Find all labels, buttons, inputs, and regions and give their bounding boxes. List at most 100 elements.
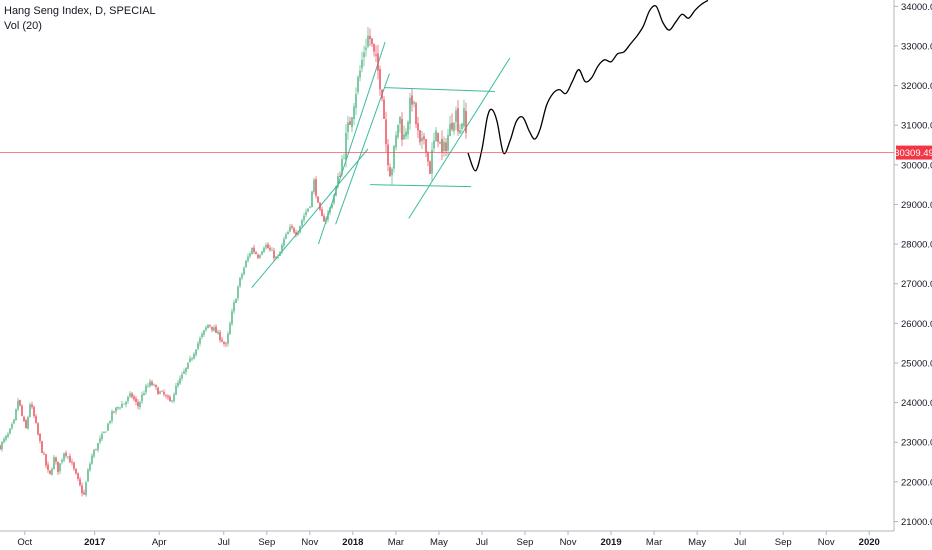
candle-body — [271, 250, 273, 251]
candle-body — [353, 106, 355, 120]
candle-body — [149, 381, 151, 387]
projection-layer — [467, 0, 709, 172]
candle-body — [275, 256, 277, 259]
symbol-title[interactable]: Hang Seng Index, D, SPECIAL — [4, 5, 156, 17]
candle-body — [213, 327, 215, 331]
candle-body — [87, 469, 89, 482]
candle-body — [277, 256, 279, 258]
candle-body — [69, 456, 71, 463]
price-tick-label: 26000.00 — [901, 319, 932, 330]
candle-body — [127, 396, 129, 402]
candle-body — [411, 95, 413, 105]
candle-body — [63, 453, 65, 461]
candle-body — [145, 385, 147, 393]
volume-indicator-title[interactable]: Vol (20) — [4, 20, 42, 32]
time-tick-label: 2019 — [600, 537, 621, 548]
candle-body — [395, 135, 397, 148]
time-tick-label: 2017 — [84, 537, 105, 548]
time-tick-label: Nov — [301, 537, 318, 548]
candle-body — [137, 402, 139, 407]
candle-body — [173, 394, 175, 402]
candle-body — [279, 251, 281, 256]
candle-body — [143, 392, 145, 396]
time-tick-label: Sep — [258, 537, 275, 548]
candle-body — [35, 416, 37, 423]
candle-body — [463, 108, 465, 127]
candle-body — [59, 463, 61, 472]
candle-body — [401, 118, 403, 140]
candle-body — [223, 341, 225, 344]
candle-body — [359, 70, 361, 78]
time-tick-label: Mar — [646, 537, 662, 548]
candle-body — [227, 333, 229, 344]
candle-body — [289, 226, 291, 232]
candle-body — [293, 228, 295, 233]
last-price-label: 30309.49 — [894, 148, 932, 159]
last-price-tag — [896, 145, 932, 160]
candle-body — [445, 142, 447, 152]
candle-body — [205, 327, 207, 331]
candle-body — [309, 206, 311, 208]
candle-body — [461, 123, 463, 129]
rising-lower-trendline — [251, 148, 369, 289]
candle-body — [299, 225, 301, 233]
candle-body — [165, 395, 167, 397]
candle-body — [221, 339, 223, 342]
candle-body — [105, 431, 107, 433]
candle-body — [265, 245, 267, 248]
candle-body — [225, 343, 227, 345]
candle-body — [53, 457, 55, 470]
candle-body — [169, 396, 171, 402]
candle-body — [13, 419, 15, 424]
candle-body — [33, 406, 35, 417]
candle-body — [161, 390, 163, 392]
candles-layer — [0, 27, 467, 497]
candle-body — [129, 393, 131, 397]
candle-body — [61, 459, 63, 463]
trendlines-layer — [251, 41, 511, 289]
candle-body — [341, 159, 343, 175]
candle-body — [441, 138, 443, 153]
candle-body — [71, 461, 73, 463]
candle-body — [333, 194, 335, 204]
candle-body — [383, 99, 385, 119]
candle-body — [187, 362, 189, 369]
candle-body — [267, 244, 269, 249]
candle-body — [229, 323, 231, 335]
candle-body — [117, 406, 119, 409]
candle-body — [303, 215, 305, 220]
time-tick-label: May — [688, 537, 706, 548]
candle-body — [297, 232, 299, 235]
candle-body — [429, 161, 431, 174]
candle-body — [125, 401, 127, 405]
candle-body — [357, 76, 359, 92]
candle-body — [77, 473, 79, 479]
candle-body — [415, 103, 417, 125]
candle-body — [247, 256, 249, 261]
candle-body — [123, 403, 125, 405]
rising-steep-trendline-b — [335, 73, 390, 225]
price-tick-label: 33000.00 — [901, 41, 932, 52]
candle-body — [393, 146, 395, 169]
candle-body — [197, 343, 199, 349]
candle-body — [281, 244, 283, 252]
candle-body — [19, 399, 21, 406]
candle-body — [423, 136, 425, 140]
time-tick-label: Jul — [218, 537, 230, 548]
candle-body — [215, 326, 217, 333]
candle-body — [31, 404, 33, 407]
candle-body — [1, 441, 3, 450]
candle-body — [307, 208, 309, 212]
candle-body — [301, 220, 303, 226]
candle-body — [285, 234, 287, 239]
candle-body — [17, 400, 19, 410]
candle-body — [49, 470, 51, 474]
candle-body — [243, 267, 245, 275]
candle-body — [435, 130, 437, 142]
candle-body — [425, 139, 427, 153]
candle-body — [413, 101, 415, 104]
candle-body — [83, 492, 85, 495]
price-tick-label: 22000.00 — [901, 477, 932, 488]
